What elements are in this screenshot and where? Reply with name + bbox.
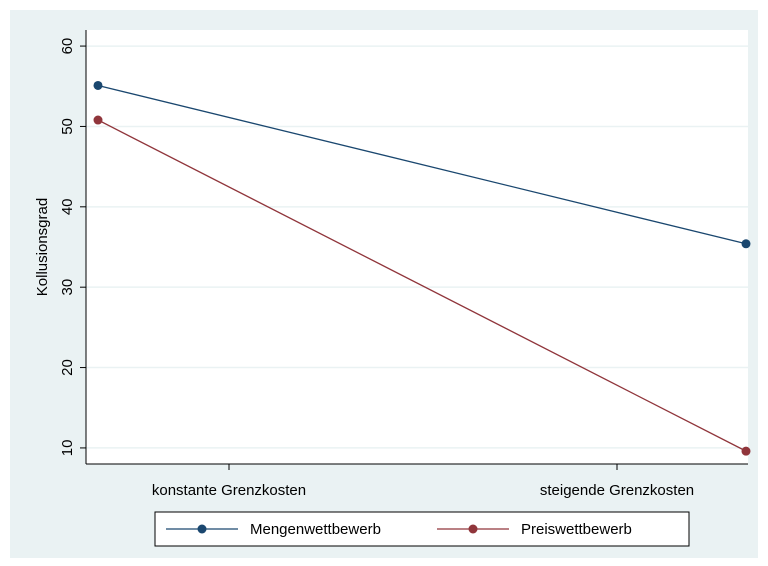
data-point (93, 115, 103, 125)
y-tick-label: 30 (59, 279, 76, 296)
data-point (741, 239, 751, 249)
series-line (97, 84, 747, 245)
series-group (93, 80, 751, 456)
y-tick-label: 10 (59, 440, 76, 457)
x-tick-label: steigende Grenzkosten (540, 482, 694, 499)
series-line (97, 119, 747, 452)
y-tick-label: 40 (59, 198, 76, 215)
plot-area (86, 30, 748, 464)
y-tick-label: 60 (59, 38, 76, 55)
legend-box (154, 511, 690, 547)
y-tick-label: 50 (59, 118, 76, 135)
data-point (93, 80, 103, 90)
x-axis-ticks: konstante Grenzkosten steigende Grenzkost… (152, 464, 694, 499)
legend: Mengenwettbewerb Preiswettbewerb (166, 521, 632, 538)
legend-label: Mengenwettbewerb (250, 521, 381, 538)
x-tick-label: konstante Grenzkosten (152, 482, 306, 499)
legend-marker (468, 524, 478, 534)
y-axis-ticks: 10 20 30 40 50 60 (59, 38, 86, 457)
gridlines (86, 45, 748, 449)
legend-label: Preiswettbewerb (521, 521, 632, 538)
y-tick-label: 20 (59, 359, 76, 376)
data-point (741, 446, 751, 456)
y-axis-label: Kollusionsgrad (34, 198, 51, 296)
legend-marker (197, 524, 207, 534)
